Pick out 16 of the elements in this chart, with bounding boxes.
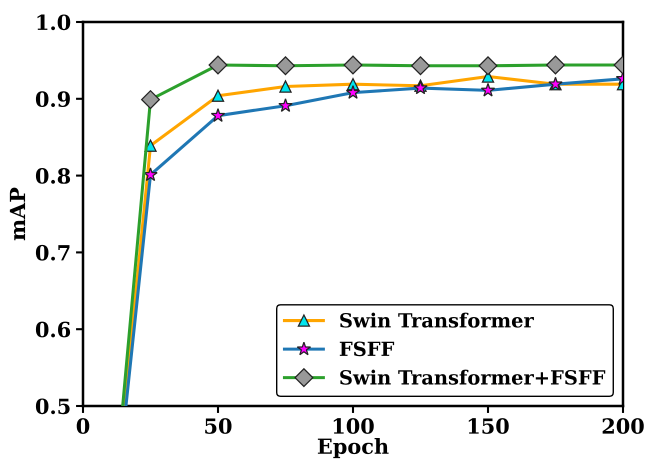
x-tick-label: 150 [468,418,509,434]
x-tick-label: 200 [602,418,644,434]
legend-label: Swin Transformer [340,312,534,328]
y-tick-label: 0.7 [36,244,70,261]
x-tick-label: 0 [76,418,90,434]
y-tick-label: 0.5 [36,398,70,414]
y-axis-title: mAP [10,188,26,240]
legend-label: FSFF [340,341,394,356]
x-tick-label: 50 [205,418,232,434]
y-tick-label: 0.8 [36,168,70,184]
y-tick-label: 1.0 [37,14,70,30]
legend-label: Swin Transformer+FSFF [340,370,606,385]
y-tick-label: 0.6 [36,322,70,338]
x-tick-label: 100 [334,418,374,434]
y-tick-label: 0.9 [36,91,70,108]
x-axis-title: Epoch [318,438,389,458]
